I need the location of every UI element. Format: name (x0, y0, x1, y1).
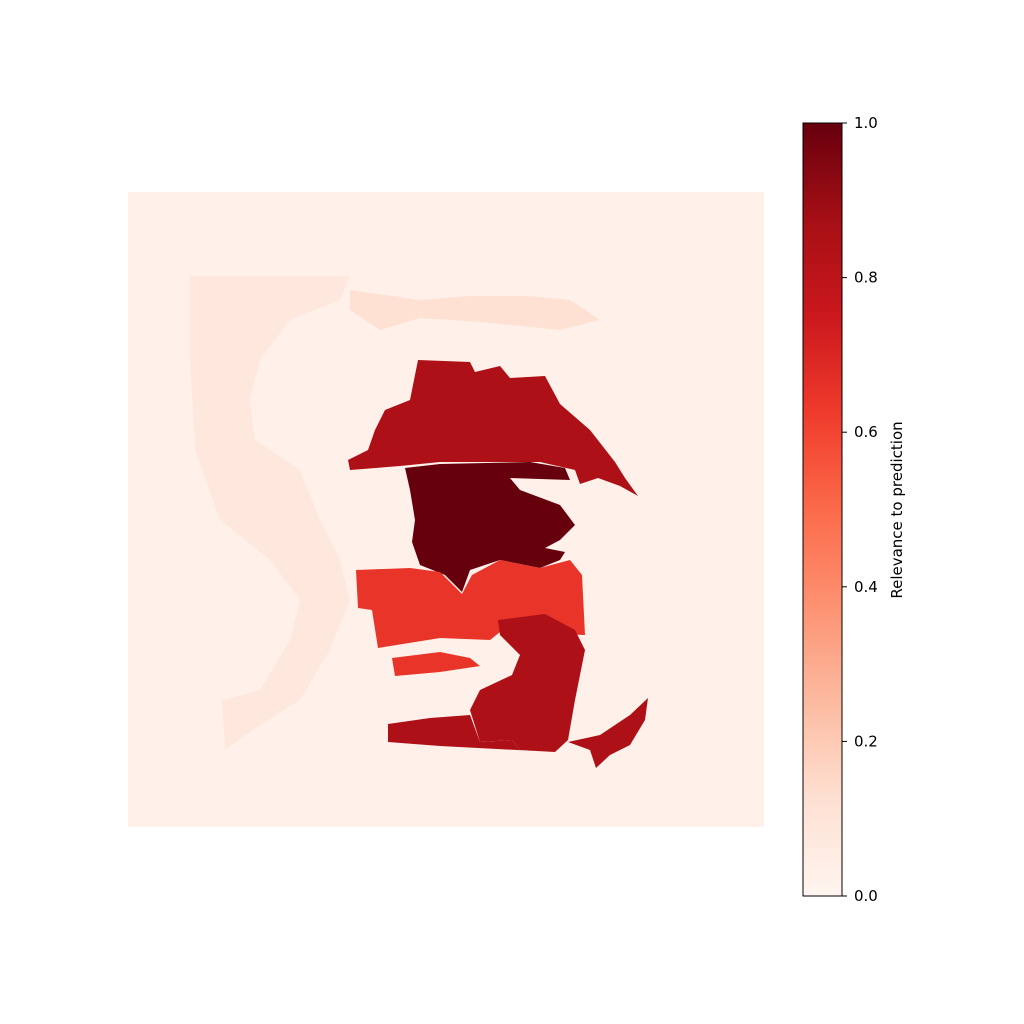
colorbar-tick-label: 0.0 (854, 887, 878, 905)
heatmap (128, 192, 764, 827)
colorbar-gradient (802, 122, 843, 897)
heatmap-region-lower-right (470, 614, 585, 752)
heatmap-region-top-central (348, 360, 638, 496)
colorbar: 0.0 0.2 0.4 0.6 0.8 1.0 Relevance to predicti… (802, 114, 906, 905)
colorbar-tick-label: 0.6 (854, 423, 878, 441)
heatmap-region-lower-left (392, 652, 480, 676)
colorbar-tick-label: 0.8 (854, 269, 878, 287)
heatmap-region-top-band (350, 290, 600, 330)
heatmap-region-outer-band (190, 276, 350, 750)
colorbar-label: Relevance to prediction (888, 421, 906, 598)
heatmap-region-bottom-tail (568, 698, 648, 768)
colorbar-tick-label: 1.0 (854, 114, 878, 132)
heatmap-region-center-core (405, 462, 575, 592)
colorbar-ticks: 0.0 0.2 0.4 0.6 0.8 1.0 (842, 114, 878, 905)
colorbar-tick-label: 0.2 (854, 732, 878, 750)
heatmap-region-bottom-band (388, 715, 555, 752)
colorbar-tick-label: 0.4 (854, 578, 878, 596)
